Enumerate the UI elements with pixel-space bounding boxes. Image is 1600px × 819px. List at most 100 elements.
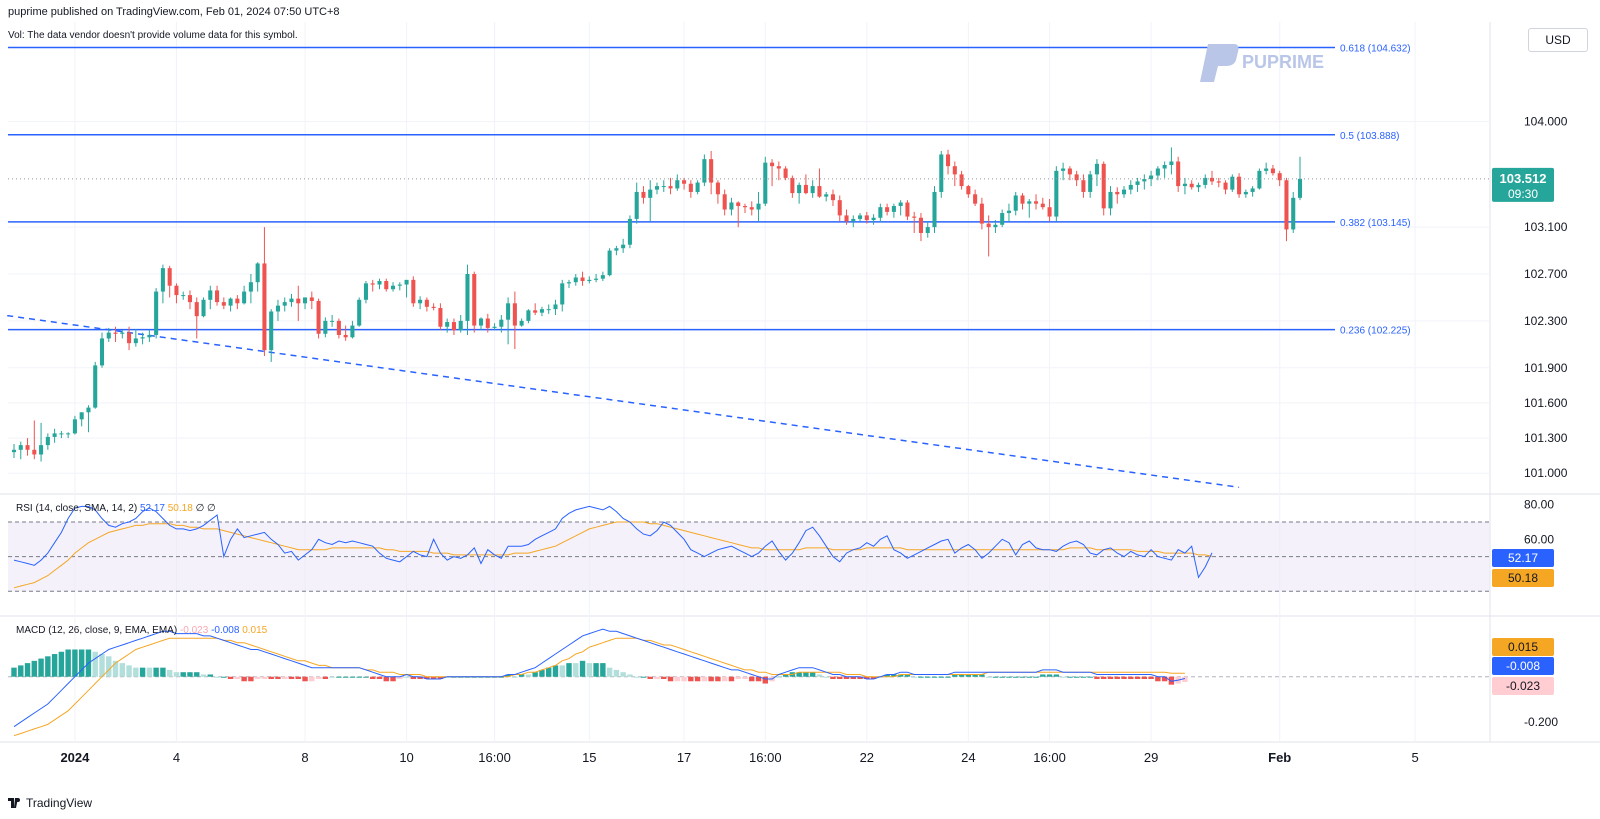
candle-body	[18, 445, 23, 450]
candle-body	[154, 291, 159, 335]
candle-body	[316, 300, 321, 334]
candle-body	[891, 206, 896, 212]
candle-body	[1149, 175, 1154, 180]
macd-histogram-bar	[776, 676, 782, 678]
candle-body	[539, 309, 544, 313]
countdown-value: 09:30	[1508, 187, 1538, 201]
macd-histogram-bar	[166, 669, 173, 677]
candle-body	[864, 215, 869, 221]
candle-body	[654, 186, 660, 190]
candle-body	[1040, 203, 1045, 208]
candle-body	[72, 419, 77, 434]
candle-body	[384, 281, 389, 290]
macd-histogram-bar	[1141, 676, 1148, 679]
candle-body	[1000, 213, 1005, 225]
macd-histogram-bar	[1094, 676, 1100, 679]
currency-button[interactable]: USD	[1528, 28, 1588, 52]
candle-body	[736, 202, 741, 207]
candle-body	[181, 295, 186, 297]
price-tick-label: 102.700	[1524, 267, 1568, 281]
candle-body	[973, 194, 978, 204]
macd-histogram-bar	[606, 667, 613, 677]
candle-body	[871, 217, 876, 221]
macd-histogram-bar	[1121, 676, 1127, 679]
tradingview-footer[interactable]: TradingView	[8, 796, 92, 810]
time-tick-label: 5	[1411, 750, 1418, 765]
candle-body	[1142, 179, 1147, 182]
rsi-tick-label: 80.00	[1524, 498, 1554, 512]
candle-body	[803, 184, 808, 194]
macd-histogram-bar	[694, 676, 701, 682]
candle-body	[979, 203, 984, 224]
macd-histogram-bar	[1080, 676, 1087, 678]
fibonacci-levels: 0.618 (104.632) 0.5 (103.888) 0.382 (103.1…	[8, 44, 1411, 337]
macd-histogram-bar	[1060, 676, 1066, 678]
candle-body	[851, 218, 856, 222]
macd-histogram-bar	[187, 672, 193, 677]
rsi-sma-last-value: 50.18	[1508, 571, 1538, 585]
macd-histogram-bar	[24, 663, 31, 677]
candle-body	[93, 365, 98, 408]
candle-body	[1094, 163, 1099, 175]
candle-body	[228, 298, 233, 306]
macd-histogram-bar	[1114, 676, 1120, 679]
candle-body	[688, 183, 693, 192]
time-tick-label: 24	[961, 750, 975, 765]
candle-body	[303, 297, 308, 304]
macd-histogram-bar	[160, 667, 166, 677]
macd-histogram-bar	[45, 656, 51, 677]
macd-pane: MACD (12, 26, close, 9, EMA, EMA) -0.023…	[8, 625, 1558, 737]
macd-histogram-bar	[1033, 676, 1039, 678]
macd-histogram-bar	[106, 656, 112, 677]
macd-histogram-bar	[525, 674, 532, 677]
macd-histogram-bar	[410, 676, 417, 679]
macd-histogram-bar	[1182, 676, 1188, 682]
rsi-last-value-bg	[1492, 549, 1554, 567]
macd-histogram-bar	[241, 676, 247, 682]
macd-histogram-bar	[78, 649, 85, 677]
candle-body	[1101, 163, 1106, 209]
time-tick-label: 16:00	[1033, 750, 1066, 765]
candle-body	[817, 186, 822, 197]
macd-hist-last-value-bg	[1492, 677, 1554, 695]
candle-body	[1291, 197, 1296, 230]
price-candles	[8, 147, 1490, 462]
macd-histogram-bar	[1006, 676, 1012, 678]
macd-histogram-bar	[72, 649, 78, 677]
macd-header-label: MACD (12, 26, close, 9, EMA, EMA)	[16, 625, 180, 636]
macd-histogram-bar	[1053, 674, 1060, 677]
candle-body	[330, 320, 335, 322]
candle-body	[553, 304, 558, 310]
macd-signal-last-value: 0.015	[1508, 640, 1538, 654]
candle-body	[1006, 210, 1011, 214]
time-tick-label: 16:00	[749, 750, 782, 765]
macd-histogram-bar	[613, 669, 620, 677]
candle-body	[1209, 177, 1215, 182]
last-price-value: 103.512	[1500, 171, 1547, 186]
candle-body	[587, 279, 592, 282]
trendline	[7, 314, 1240, 489]
macd-histogram-bar	[1046, 674, 1053, 677]
published-info: puprime published on TradingView.com, Fe…	[8, 6, 340, 18]
macd-header-hist: -0.023	[180, 625, 211, 636]
macd-histogram-bar	[376, 676, 383, 679]
macd-histogram-bar	[329, 676, 335, 678]
macd-histogram-bar	[559, 665, 565, 677]
macd-histogram-bar	[755, 676, 762, 682]
candle-body	[1162, 164, 1167, 169]
macd-histogram-bar	[721, 676, 728, 682]
candle-body	[215, 290, 220, 303]
candle-body	[296, 298, 301, 304]
candle-body	[594, 278, 599, 280]
macd-histogram-bar	[133, 667, 139, 677]
candle-body	[472, 273, 477, 326]
candle-body	[194, 302, 199, 317]
macd-histogram-bar	[227, 676, 234, 679]
macd-histogram-bar	[1026, 676, 1032, 678]
fib-level-label: 0.382 (103.145)	[1340, 218, 1411, 229]
candle-body	[797, 184, 802, 194]
rsi-header-label: RSI (14, close, SMA, 14, 2)	[16, 503, 140, 514]
macd-histogram-bar	[342, 676, 349, 678]
grid-lines	[0, 22, 1600, 743]
